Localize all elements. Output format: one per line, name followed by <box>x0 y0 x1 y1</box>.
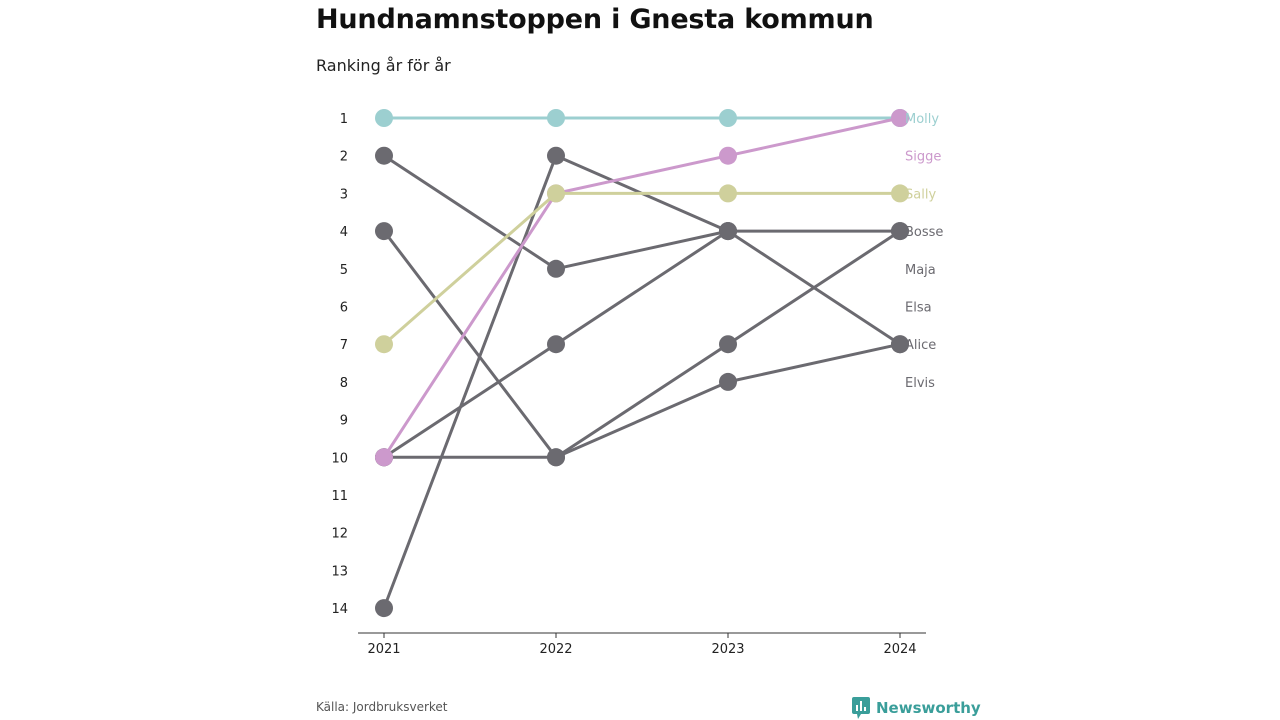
end-label-sally: Sally <box>905 187 936 202</box>
y-tick-label: 10 <box>331 451 348 466</box>
end-label-molly: Molly <box>905 112 939 127</box>
data-point-elsa <box>891 222 909 241</box>
brand-name: Newsworthy <box>876 699 981 717</box>
data-point-alice <box>375 599 393 618</box>
series-line-alice <box>382 154 901 609</box>
data-point-molly <box>719 109 737 127</box>
data-point-sigge <box>891 109 909 127</box>
y-tick-label: 11 <box>331 489 348 504</box>
y-tick-label: 14 <box>331 602 348 617</box>
y-tick-label: 2 <box>340 150 348 165</box>
data-point-elvis <box>891 335 909 354</box>
data-point-elvis <box>719 372 737 391</box>
end-label-alice: Alice <box>905 338 936 353</box>
x-tick-label: 2024 <box>883 642 916 657</box>
series-line-bosse <box>383 154 900 271</box>
y-tick-label: 1 <box>340 112 348 127</box>
series-line-elsa <box>384 229 901 459</box>
series-line-elvis <box>382 230 901 459</box>
end-label-elsa: Elsa <box>905 301 932 316</box>
x-tick-label: 2022 <box>539 642 572 657</box>
end-label-bosse: Bosse <box>905 225 943 240</box>
y-tick-label: 3 <box>340 187 348 202</box>
data-point-sally <box>547 184 565 203</box>
end-label-sigge: Sigge <box>905 150 941 165</box>
data-point-sally <box>891 184 909 203</box>
data-point-sigge <box>375 448 393 467</box>
data-point-sally <box>375 335 393 354</box>
y-tick-label: 9 <box>340 414 348 429</box>
data-point-elsa <box>719 335 737 354</box>
chart-subtitle: Ranking år för år <box>316 56 451 75</box>
end-label-maja: Maja <box>905 263 936 278</box>
series-line-sally <box>383 191 900 346</box>
y-tick-label: 13 <box>331 564 348 579</box>
y-tick-label: 7 <box>340 338 348 353</box>
chart-title: Hundnamnstoppen i Gnesta kommun <box>316 4 874 35</box>
data-point-bosse <box>375 146 393 165</box>
data-point-molly <box>547 109 565 127</box>
y-tick-label: 6 <box>340 301 348 316</box>
source-note: Källa: Jordbruksverket <box>316 700 448 714</box>
y-tick-label: 12 <box>331 527 348 542</box>
y-tick-label: 8 <box>340 376 348 391</box>
newsworthy-logo-icon <box>852 697 870 719</box>
data-point-sigge <box>719 146 737 165</box>
y-tick-label: 5 <box>340 263 348 278</box>
y-tick-label: 4 <box>340 225 348 240</box>
data-point-bosse <box>547 259 565 278</box>
x-tick-label: 2023 <box>711 642 744 657</box>
data-point-elvis <box>375 222 393 241</box>
data-point-sally <box>719 184 737 203</box>
data-point-alice <box>547 146 565 165</box>
brand-logo: Newsworthy <box>852 697 981 719</box>
data-point-molly <box>375 109 393 127</box>
series-line-sigge <box>382 116 901 459</box>
end-label-elvis: Elvis <box>905 376 935 391</box>
data-point-alice <box>719 222 737 241</box>
data-point-maja <box>547 335 565 354</box>
x-tick-label: 2021 <box>367 642 400 657</box>
data-point-elvis <box>547 448 565 467</box>
